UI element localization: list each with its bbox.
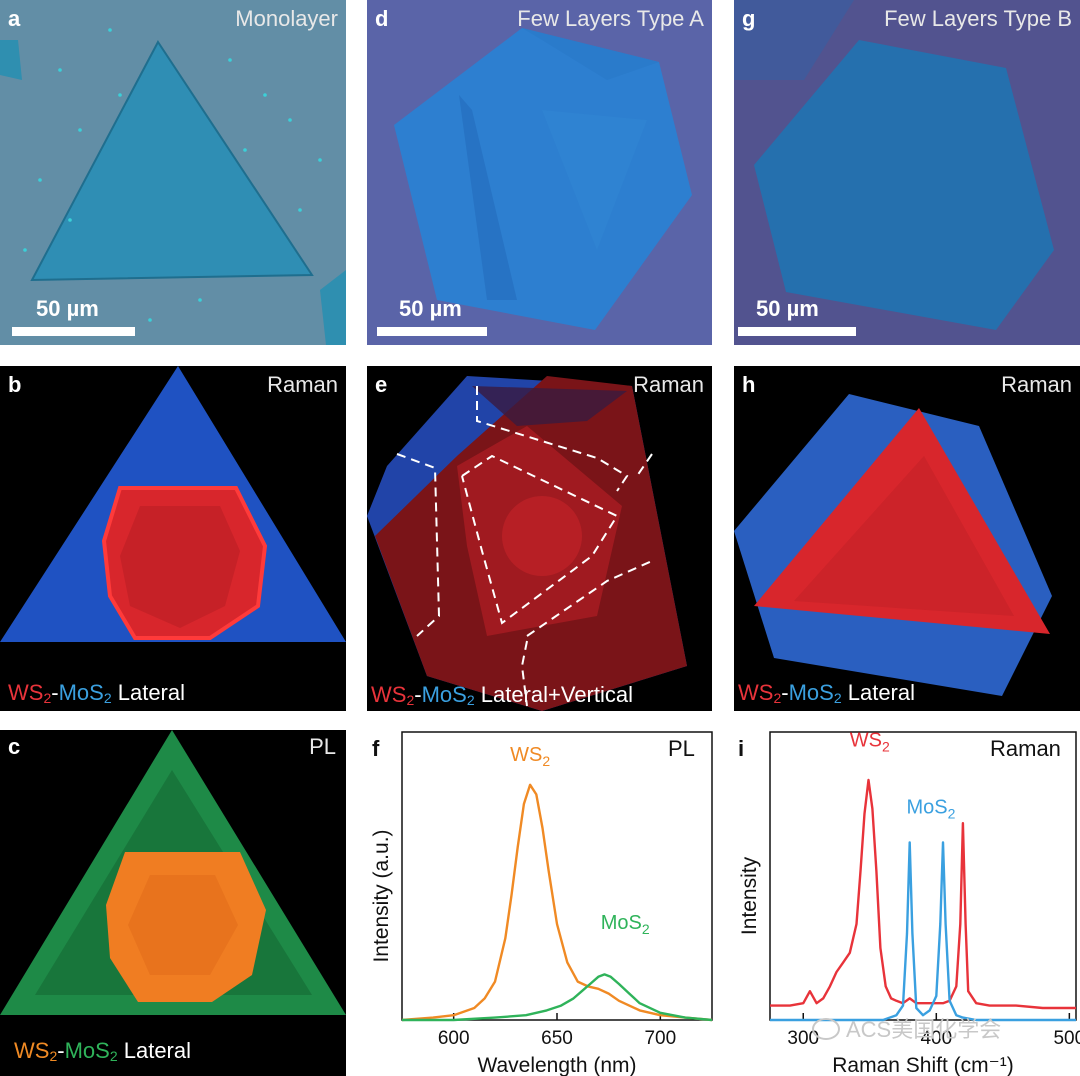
series-line xyxy=(770,841,1076,1022)
plot-frame xyxy=(769,731,1077,1021)
panel-b: b Raman WS2-MoS2 Lateral xyxy=(0,366,346,711)
panel-title: PL xyxy=(668,736,695,761)
panel-d: d Few Layers Type A 50 µm xyxy=(367,0,712,345)
legend-mos2: MoS xyxy=(64,1038,110,1063)
annotation-subscript: 2 xyxy=(882,738,890,754)
panel-letter: i xyxy=(738,736,745,761)
legend-dash: - xyxy=(781,680,789,705)
annotation-subscript: 2 xyxy=(642,921,650,937)
annotation-subscript: 2 xyxy=(948,806,956,822)
legend-mos2-sub: 2 xyxy=(103,690,112,706)
optical-image-type-b xyxy=(734,0,1080,345)
panel-title: Monolayer xyxy=(235,6,338,31)
legend-mos2: MoS xyxy=(421,682,467,707)
panel-letter: b xyxy=(8,372,22,397)
legend-dash: - xyxy=(57,1038,65,1063)
raman-map-lateral xyxy=(0,366,346,711)
x-axis-title: Wavelength (nm) xyxy=(477,1054,636,1076)
panel-letter: a xyxy=(8,6,21,31)
plot-frame xyxy=(401,731,713,1021)
legend-dash: - xyxy=(51,680,59,705)
series-annotation: MoS2 xyxy=(601,912,650,937)
x-tick-label: 700 xyxy=(644,1028,676,1049)
legend-type: Lateral xyxy=(841,680,916,705)
panel-title: Raman xyxy=(1001,372,1072,397)
x-tick-label: 300 xyxy=(787,1028,819,1049)
panel-title: Raman xyxy=(990,736,1061,761)
panel-e: e Raman WS2-MoS2 Lateral+Vertical xyxy=(367,366,712,711)
panel-title: Raman xyxy=(633,372,704,397)
panel-legend: WS2-MoS2 Lateral xyxy=(8,680,186,706)
panel-i: 300 400 500 Raman Shift (cm⁻¹) Intensity WS2 M… xyxy=(730,730,1080,1076)
panel-letter: e xyxy=(375,372,388,397)
pl-map-lateral xyxy=(0,730,346,1076)
pl-spectrum-chart: 600 650 700 Wavelength (nm) Intensity (a.u.)… xyxy=(370,731,713,1076)
series-annotation: WS2 xyxy=(510,744,550,769)
legend-ws2: WS xyxy=(738,680,774,705)
legend-mos2-sub: 2 xyxy=(109,1048,118,1064)
series-annotation: WS2 xyxy=(850,730,890,754)
raman-map-lateral-type-b xyxy=(734,366,1080,711)
legend-type: Lateral+Vertical xyxy=(474,682,633,707)
series-line xyxy=(401,783,713,1022)
panel-title: PL xyxy=(309,734,336,759)
legend-ws2-sub: 2 xyxy=(43,690,52,706)
panel-title: Few Layers Type A xyxy=(517,6,704,31)
panel-legend: WS2-MoS2 Lateral xyxy=(738,680,916,706)
panel-title: Few Layers Type B xyxy=(884,6,1072,31)
legend-type: Lateral xyxy=(117,1038,192,1063)
series-line xyxy=(770,778,1076,1010)
scale-bar xyxy=(12,327,135,336)
panel-letter: f xyxy=(372,736,380,761)
legend-type: Lateral xyxy=(111,680,186,705)
panel-f: 600 650 700 Wavelength (nm) Intensity (a.u.)… xyxy=(362,730,724,1076)
panel-a: a Monolayer 50 µm xyxy=(0,0,346,345)
panel-legend: WS2-MoS2 Lateral xyxy=(14,1038,192,1064)
wechat-icon xyxy=(812,1018,840,1040)
raman-spectrum-chart: 300 400 500 Raman Shift (cm⁻¹) Intensity WS2 M… xyxy=(738,730,1080,1076)
legend-mos2: MoS xyxy=(788,680,834,705)
x-axis-title: Raman Shift (cm⁻¹) xyxy=(832,1054,1013,1076)
scale-bar xyxy=(738,327,856,336)
scale-bar-label: 50 µm xyxy=(756,296,819,321)
panel-legend: WS2-MoS2 Lateral+Vertical xyxy=(371,682,633,708)
panel-letter: c xyxy=(8,734,21,759)
optical-image-monolayer xyxy=(0,0,346,345)
legend-ws2: WS xyxy=(14,1038,50,1063)
legend-ws2-sub: 2 xyxy=(49,1048,58,1064)
panel-letter: g xyxy=(742,6,756,31)
legend-mos2-sub: 2 xyxy=(466,692,475,708)
scale-bar xyxy=(377,327,487,336)
watermark-text: ACS美国化学会 xyxy=(846,1017,1002,1042)
panel-c: c PL WS2-MoS2 Lateral xyxy=(0,730,346,1076)
legend-mos2: MoS xyxy=(58,680,104,705)
legend-dash: - xyxy=(414,682,422,707)
panel-h: h Raman WS2-MoS2 Lateral xyxy=(734,366,1080,711)
optical-image-type-a xyxy=(367,0,712,345)
y-axis-title: Intensity xyxy=(738,856,761,935)
y-axis-title: Intensity (a.u.) xyxy=(370,829,393,962)
x-tick-label: 500 xyxy=(1053,1028,1080,1049)
annotation-subscript: 2 xyxy=(542,753,550,769)
legend-ws2-sub: 2 xyxy=(406,692,415,708)
series-annotation: MoS2 xyxy=(907,797,956,822)
panel-title: Raman xyxy=(267,372,338,397)
series-line xyxy=(402,973,713,1022)
legend-ws2: WS xyxy=(371,682,407,707)
panel-letter: h xyxy=(742,372,756,397)
panel-g: g Few Layers Type B 50 µm xyxy=(734,0,1080,345)
x-tick-label: 650 xyxy=(541,1028,573,1049)
legend-ws2-sub: 2 xyxy=(773,690,782,706)
x-tick-label: 600 xyxy=(438,1028,470,1049)
panel-letter: d xyxy=(375,6,389,31)
legend-ws2: WS xyxy=(8,680,44,705)
scale-bar-label: 50 µm xyxy=(399,296,462,321)
raman-map-lateral-vertical xyxy=(367,366,712,711)
watermark: ACS美国化学会 xyxy=(812,1012,1001,1044)
scale-bar-label: 50 µm xyxy=(36,296,99,321)
x-tick-label: 400 xyxy=(920,1028,952,1049)
legend-mos2-sub: 2 xyxy=(833,690,842,706)
